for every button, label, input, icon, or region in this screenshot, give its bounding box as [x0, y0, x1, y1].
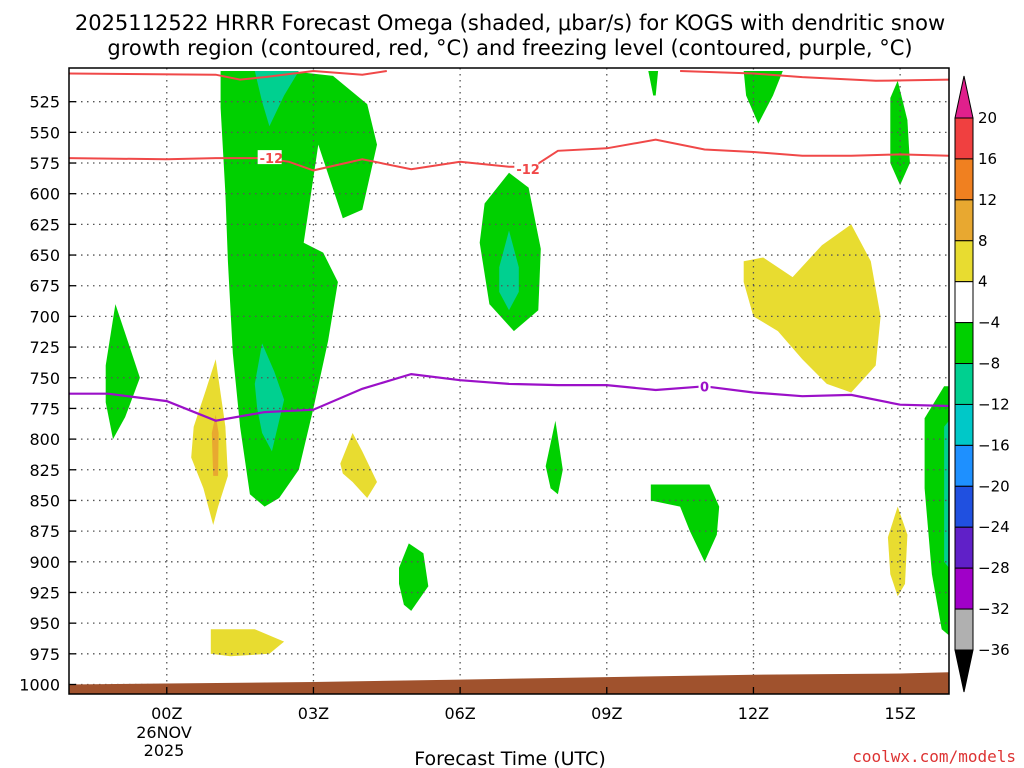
- dendritic-contour-label: -12: [260, 152, 284, 167]
- colorbar-label: −32: [978, 600, 1010, 618]
- contour-layer: -12 -12 0: [69, 69, 949, 422]
- y-tick-label: 700: [29, 307, 60, 326]
- terrain-fill: [69, 672, 949, 694]
- colorbar-label: −24: [978, 518, 1010, 536]
- plot-background: [69, 68, 949, 694]
- x-tick-label: 00Z: [151, 704, 182, 723]
- dendritic-contour-line: [680, 70, 949, 82]
- y-tick-label: 975: [29, 645, 60, 664]
- omega-shading-layer: [105, 71, 949, 657]
- dendritic-contour-line: [69, 69, 387, 81]
- y-tick-label: 925: [29, 583, 60, 602]
- colorbar-swatch: [954, 240, 974, 283]
- x-tick-label: 06Z: [444, 704, 475, 723]
- y-tick-label: 650: [29, 246, 60, 265]
- y-tick-label: 800: [29, 430, 60, 449]
- dendritic-label-bg: [257, 150, 282, 165]
- colorbar-swatch: [954, 322, 974, 365]
- dendritic-label-bg: [514, 161, 539, 176]
- colorbar-swatch: [954, 567, 974, 610]
- omega-region-12: [545, 420, 563, 495]
- dendritic-contour-line: [69, 138, 949, 172]
- omega-region-16: [340, 433, 377, 498]
- x-tick-label: 12Z: [738, 704, 769, 723]
- colorbar-label: 8: [978, 232, 988, 250]
- colorbar-swatch: [954, 444, 974, 487]
- omega-region-6: [648, 71, 659, 96]
- colorbar-label: −28: [978, 559, 1010, 577]
- dendritic-contour-label: -12: [516, 163, 540, 178]
- x-tick-label: 03Z: [298, 704, 329, 723]
- x-axis-label: Forecast Time (UTC): [414, 748, 605, 768]
- y-tick-label: 875: [29, 522, 60, 541]
- y-tick-label: 900: [29, 553, 60, 572]
- colorbar-swatch: [954, 363, 974, 405]
- x-axis: 00Z 03Z 06Z 09Z 12Z 15Z: [151, 687, 916, 723]
- y-tick-label: 825: [29, 461, 60, 480]
- colorbar-swatch: [954, 403, 974, 446]
- colorbar-label: −12: [978, 395, 1010, 413]
- x-tick-label: 15Z: [884, 704, 915, 723]
- omega-region-2: [254, 343, 285, 452]
- omega-region-15: [211, 414, 219, 476]
- omega-region-5: [105, 304, 140, 440]
- omega-region-11: [650, 484, 720, 562]
- colorbar-label: 16: [978, 150, 997, 168]
- omega-region-14: [191, 359, 228, 525]
- colorbar-label: −8: [978, 355, 1000, 373]
- x-tick-label: 09Z: [591, 704, 622, 723]
- y-tick-label: 775: [29, 399, 60, 418]
- colorbar-swatch: [954, 608, 974, 651]
- colorbar-label: −36: [978, 641, 1010, 659]
- colorbar-top-arrow: [954, 75, 974, 119]
- colorbar-swatch: [954, 199, 974, 242]
- colorbar-swatch: [954, 117, 974, 160]
- omega-region-18: [743, 224, 881, 393]
- colorbar-label: −4: [978, 314, 1000, 332]
- date-label-day: 26NOV: [136, 723, 192, 742]
- y-tick-label: 675: [29, 277, 60, 296]
- y-tick-label: 725: [29, 338, 60, 357]
- y-tick-label: 600: [29, 185, 60, 204]
- omega-region-8: [890, 80, 910, 186]
- chart-title-line2: growth region (contoured, red, °C) and f…: [107, 36, 912, 60]
- omega-region-17: [210, 629, 285, 657]
- freezing-label-bg: [698, 378, 711, 393]
- omega-region-1: [254, 71, 299, 127]
- date-label-year: 2025: [144, 741, 185, 760]
- colorbar-swatch: [954, 158, 974, 201]
- colorbar-swatch: [954, 281, 974, 324]
- freezing-level-line: [69, 372, 949, 422]
- chart-title-line1: 2025112522 HRRR Forecast Omega (shaded, …: [75, 11, 945, 35]
- colorbar-label: −20: [978, 477, 1010, 495]
- y-tick-label: 750: [29, 369, 60, 388]
- terrain-layer: [69, 672, 949, 694]
- y-tick-label: 575: [29, 154, 60, 173]
- omega-region-19: [887, 506, 908, 597]
- freezing-level-label: 0: [700, 380, 709, 395]
- y-tick-label: 550: [29, 123, 60, 142]
- plot-frame: [68, 67, 950, 695]
- credit-label: coolwx.com/models: [852, 747, 1016, 766]
- colorbar: 20 16 12 8 4 −4 −8 −12 −16 −20 −24 −28 −32 −36: [954, 75, 1010, 693]
- colorbar-swatch: [954, 526, 974, 569]
- y-tick-label: 1000: [19, 676, 60, 695]
- y-tick-label: 625: [29, 215, 60, 234]
- y-tick-label: 525: [29, 93, 60, 112]
- colorbar-bottom-arrow: [954, 649, 974, 693]
- y-tick-label: 850: [29, 491, 60, 510]
- colorbar-label: 20: [978, 109, 997, 127]
- y-tick-label: 950: [29, 614, 60, 633]
- colorbar-label: 4: [978, 273, 988, 291]
- colorbar-label: 12: [978, 191, 997, 209]
- y-axis: 525 550 575 600 625 650 675 700 725 750 775 800 825 8…: [19, 93, 76, 695]
- colorbar-label: −16: [978, 436, 1010, 454]
- omega-region-13: [399, 543, 429, 611]
- omega-region-9: [924, 386, 949, 636]
- colorbar-swatch: [954, 485, 974, 528]
- omega-region-4: [499, 230, 519, 311]
